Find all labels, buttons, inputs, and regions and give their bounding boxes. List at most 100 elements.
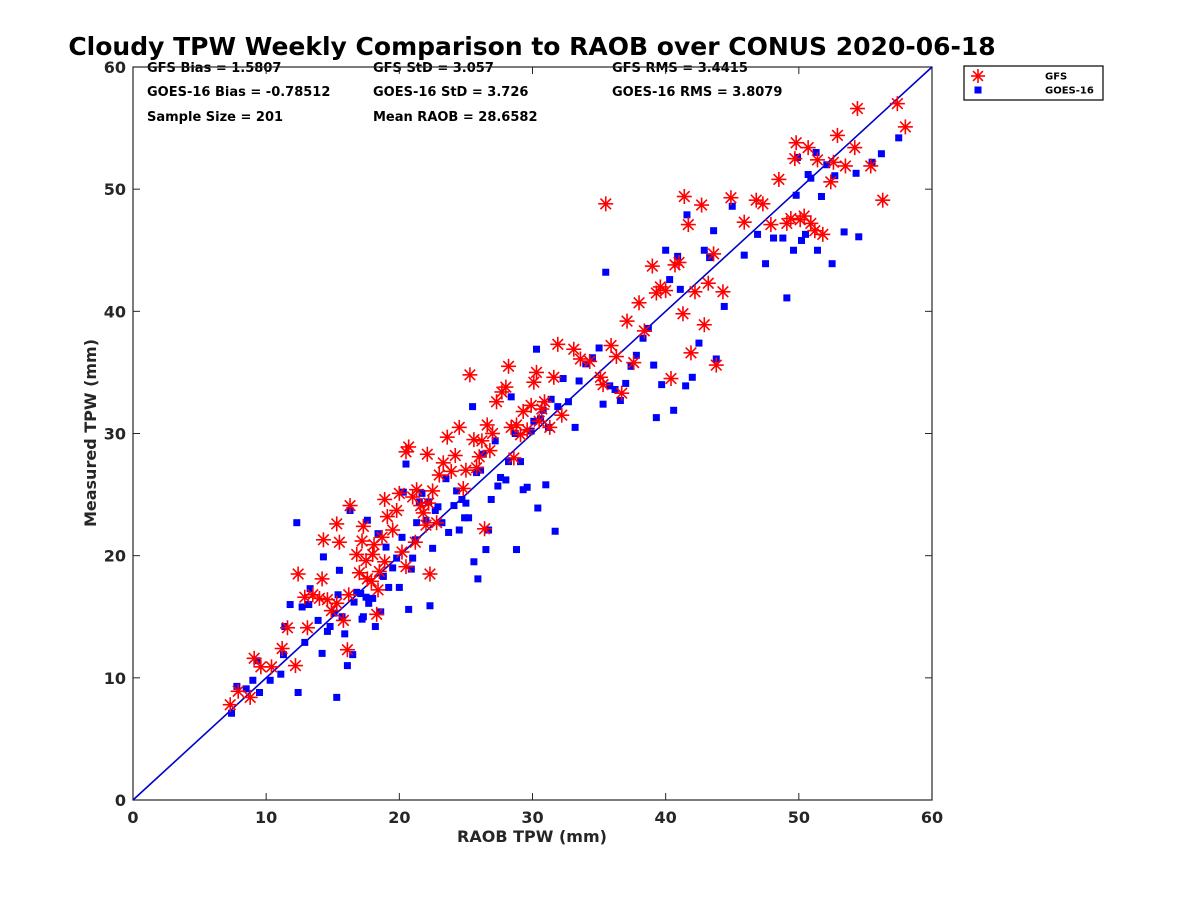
goes16-point (658, 381, 666, 389)
statistics-panel: GFS Bias = 1.5807 GFS StD = 3.057 GFS RMS … (147, 61, 782, 125)
gfs-point (825, 154, 841, 170)
gfs-point (363, 573, 379, 589)
goes16-point (632, 351, 640, 359)
goes16-point (622, 379, 630, 387)
gfs-point (506, 450, 522, 466)
goes16-point (429, 544, 437, 552)
gfs-point (329, 516, 345, 532)
gfs-point (279, 620, 295, 636)
goes16-point (644, 324, 652, 332)
stat-text: GOES-16 Bias = -0.78512 (147, 85, 330, 100)
gfs-point (242, 689, 258, 705)
goes16-point (595, 344, 603, 352)
goes16-point (341, 630, 349, 638)
gfs-point (863, 158, 879, 174)
gfs-point (359, 571, 375, 587)
goes16-point (797, 236, 805, 244)
gfs-point (230, 683, 246, 699)
gfs-point (875, 192, 891, 208)
goes16-point (279, 651, 287, 659)
goes16-point (511, 430, 519, 437)
gfs-point (736, 214, 752, 230)
goes16-point (470, 558, 478, 566)
gfs-point (422, 566, 438, 582)
y-tick-label: 0 (115, 791, 126, 810)
goes16-point (840, 228, 848, 236)
legend: GFS GOES-16 (963, 65, 1104, 101)
gfs-point (631, 295, 647, 311)
goes16-point (415, 498, 423, 506)
goes16-point (294, 688, 302, 696)
goes16-point (523, 483, 531, 491)
gfs-point (339, 642, 355, 658)
gfs-point (528, 364, 544, 380)
gfs-point (501, 358, 517, 374)
x-tick-label: 40 (655, 808, 677, 827)
gfs-point (263, 659, 279, 675)
legend-box (963, 65, 1104, 101)
gfs-point (466, 432, 482, 448)
gfs-point (619, 313, 635, 329)
goes16-point (407, 565, 415, 573)
gfs-point (763, 217, 779, 233)
gfs-point (398, 559, 414, 575)
goes16-point (494, 482, 502, 490)
goes16-point (700, 246, 708, 254)
goes16-point (306, 585, 314, 593)
goes16-point (474, 575, 482, 583)
gfs-point (443, 463, 459, 479)
gfs-point (708, 357, 724, 373)
x-tick-label: 20 (388, 808, 410, 827)
goes16-point (670, 406, 678, 414)
gfs-point (474, 433, 490, 449)
goes16-point (823, 161, 831, 169)
gfs-point (614, 385, 630, 401)
gfs-point (644, 258, 660, 274)
gfs-point (451, 419, 467, 435)
gfs-point (469, 460, 485, 476)
gfs-point (365, 546, 381, 562)
goes16-point (434, 503, 442, 511)
goes16-point (519, 486, 527, 494)
goes16-point (728, 202, 736, 210)
goes16-point (286, 601, 294, 609)
goes16-point (281, 623, 289, 631)
goes16-point (695, 339, 703, 347)
gfs-point (598, 196, 614, 212)
gfs-point (354, 533, 370, 549)
gfs-point (608, 349, 624, 365)
y-tick-label: 60 (104, 58, 126, 77)
goes16-point (807, 174, 815, 182)
y-axis-label: Measured TPW (mm) (81, 339, 100, 527)
goes16-point (602, 268, 610, 276)
goes16-point (497, 473, 505, 481)
gfs-point (787, 151, 803, 167)
stat-text: Mean RAOB = 28.6582 (373, 110, 538, 125)
gfs-point (582, 353, 598, 369)
gfs-point (311, 590, 327, 606)
legend-marker-gfs (971, 69, 985, 83)
goes16-point (564, 398, 572, 406)
goes16-point (335, 566, 343, 574)
goes16-point (479, 450, 487, 458)
goes16-point (606, 382, 614, 390)
goes16-point (683, 211, 691, 219)
gfs-point (837, 158, 853, 174)
goes16-point (455, 526, 463, 534)
gfs-point (351, 565, 367, 581)
gfs-point (675, 306, 691, 322)
goes16-point (426, 602, 434, 610)
goes16-point (895, 134, 903, 142)
goes16-point (398, 533, 406, 541)
goes16-point (710, 227, 718, 235)
goes16-point (831, 172, 839, 180)
goes16-point (542, 481, 550, 489)
gfs-point (447, 447, 463, 463)
goes16-point (507, 393, 515, 401)
goes16-point (652, 414, 660, 422)
goes16-point (527, 427, 535, 435)
goes16-point (559, 375, 567, 383)
goes16-point (477, 466, 485, 474)
goes16-point (343, 662, 351, 670)
